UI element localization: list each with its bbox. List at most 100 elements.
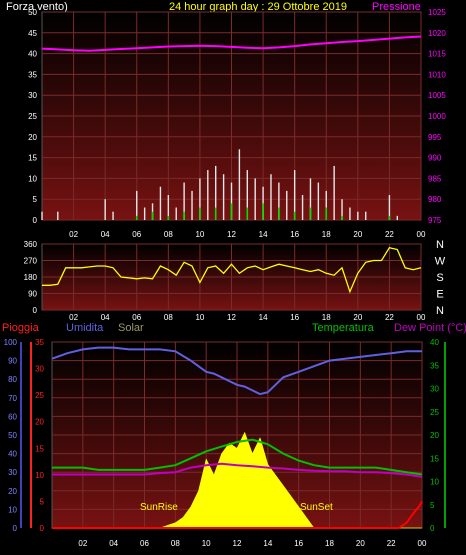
time-tick-label: 06: [132, 230, 141, 239]
humidity-tick-label: 10: [8, 505, 17, 514]
humidity-tick-label: 90: [8, 357, 17, 366]
dew-point-series: [52, 462, 423, 478]
pressure-series: [41, 35, 422, 52]
time-tick-label: 22: [387, 539, 396, 548]
wind-tick-label: 10: [28, 174, 37, 183]
humidity-tick-label: 60: [8, 412, 17, 421]
humidity-legend: Umidita: [66, 322, 104, 334]
wind-tick-label: 20: [28, 133, 37, 142]
time-tick-label: 04: [101, 313, 110, 322]
pressure-tick-label: 995: [428, 133, 442, 142]
pressure-tick-label: 1020: [428, 29, 446, 38]
time-tick-label: 14: [259, 313, 268, 322]
rain-series: [52, 500, 423, 529]
time-tick-label: 04: [101, 230, 110, 239]
pressure-tick-label: 985: [428, 174, 442, 183]
time-tick-label: 18: [325, 539, 334, 548]
temp-tick-label: 20: [430, 431, 439, 440]
wind-tick-label: 40: [28, 50, 37, 59]
temp-tick-label: 40: [430, 338, 439, 347]
wind-tick-label: 30: [28, 91, 37, 100]
temp-tick-label: 15: [430, 454, 439, 463]
direction-tick-label: 90: [28, 290, 37, 299]
direction-tick-label: 0: [33, 306, 38, 315]
pressure-tick-label: 975: [428, 216, 442, 225]
wind-tick-label: 25: [28, 112, 37, 121]
pressure-tick-label: 980: [428, 195, 442, 204]
temperature-axis: 0 5 10 15 20 25 30 35 40: [430, 338, 439, 533]
rain-tick-label: 15: [35, 444, 44, 453]
time-tick-label: 16: [290, 230, 299, 239]
humidity-scale-bar: [20, 342, 22, 528]
header-left-label: Forza vento): [6, 1, 68, 13]
time-tick-label: 00: [417, 230, 426, 239]
humidity-tick-label: 80: [8, 375, 17, 384]
time-tick-label: 10: [202, 539, 211, 548]
humidity-tick-label: 50: [8, 431, 17, 440]
time-tick-label: 22: [385, 313, 394, 322]
rain-tick-label: 25: [35, 391, 44, 400]
time-tick-label: 16: [290, 313, 299, 322]
pressure-axis: 975 980 985 990 995 1000 1005 1010 1015 1020 1025: [428, 8, 446, 225]
temp-scale-bar: [444, 342, 446, 528]
pressure-tick-label: 1025: [428, 8, 446, 17]
rain-tick-label: 20: [35, 418, 44, 427]
time-tick-label: 02: [69, 230, 78, 239]
time-tick-label: 16: [294, 539, 303, 548]
humidity-series: [51, 346, 422, 396]
time-tick-label: 14: [259, 230, 268, 239]
compass-tick-label: S: [436, 272, 443, 284]
humidity-tick-label: 0: [13, 524, 18, 533]
time-tick-label: 08: [164, 313, 173, 322]
temperature-legend: Temperatura: [312, 322, 375, 334]
wind-tick-label: 50: [28, 8, 37, 17]
rain-tick-label: 35: [35, 338, 44, 347]
compass-tick-label: N: [436, 239, 444, 251]
temperature-series: [52, 438, 423, 476]
time-tick-label: 12: [233, 539, 242, 548]
wind-direction-series: [42, 246, 422, 294]
temp-tick-label: 35: [430, 361, 439, 370]
humidity-tick-label: 40: [8, 450, 17, 459]
direction-tick-label: 360: [24, 240, 38, 249]
compass-tick-label: N: [436, 305, 444, 317]
panel2-grid: [42, 243, 422, 311]
pressure-tick-label: 1015: [428, 50, 446, 59]
header-right-label: Pressione: [372, 1, 421, 13]
sunrise-label: SunRise: [140, 502, 178, 513]
pressure-tick-label: 1010: [428, 70, 446, 79]
temp-tick-label: 5: [430, 501, 435, 510]
wind-tick-label: 5: [33, 195, 38, 204]
time-tick-label: 02: [78, 539, 87, 548]
time-tick-label: 12: [227, 313, 236, 322]
sunset-label: SunSet: [300, 502, 333, 513]
wind-tick-label: 0: [33, 216, 38, 225]
humidity-tick-label: 20: [8, 487, 17, 496]
time-tick-label: 10: [195, 230, 204, 239]
pressure-tick-label: 990: [428, 154, 442, 163]
wind-gust-series: [135, 203, 391, 220]
rain-axis: 0 5 10 15 20 25 30 35: [35, 338, 44, 533]
temp-tick-label: 30: [430, 385, 439, 394]
time-tick-label: 14: [263, 539, 272, 548]
panel2-time-axis: 02 04 06 08 10 12 14 16 18 20 22 00: [69, 313, 426, 322]
rain-legend: Pioggia: [2, 322, 40, 334]
pressure-tick-label: 1005: [428, 91, 446, 100]
time-tick-label: 02: [69, 313, 78, 322]
humidity-axis: 0 10 20 30 40 50 60 70 80 90 100: [4, 338, 18, 533]
time-tick-label: 08: [164, 230, 173, 239]
time-tick-label: 18: [322, 230, 331, 239]
solar-legend: Solar: [118, 322, 144, 334]
temp-humidity-panel: 0 10 20 30 40 50 60 70 80 90 100 0 5 10 15 20 25 30 35 0 5…: [4, 338, 440, 548]
rain-tick-label: 0: [40, 524, 45, 533]
compass-tick-label: W: [435, 256, 446, 268]
time-tick-label: 20: [353, 230, 362, 239]
humidity-tick-label: 100: [4, 338, 18, 347]
time-tick-label: 00: [417, 313, 426, 322]
compass-tick-label: E: [436, 289, 443, 301]
time-tick-label: 22: [385, 230, 394, 239]
